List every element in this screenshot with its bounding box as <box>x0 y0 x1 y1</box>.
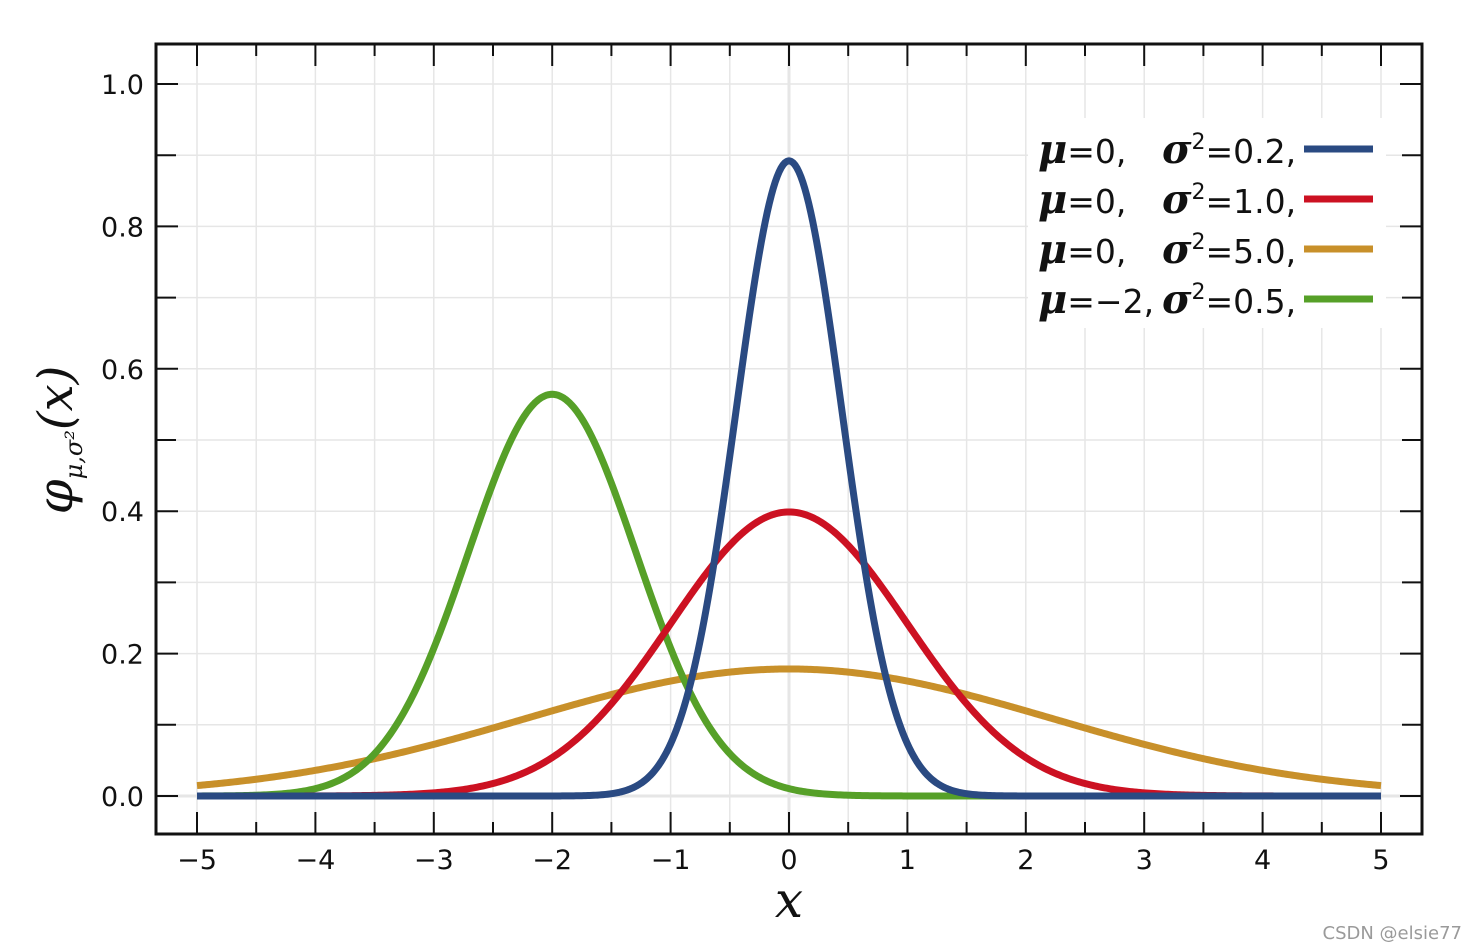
y-tick-labels: 0.0 0.2 0.4 0.6 0.8 1.0 <box>101 70 144 813</box>
x-tick-label: −2 <box>532 845 572 876</box>
legend-box <box>1028 118 1386 328</box>
series-lines <box>195 157 1383 800</box>
y-tick-label: 1.0 <box>101 70 144 101</box>
x-tick-label: 0 <box>780 845 797 876</box>
y-axis-label-phi: φ <box>26 479 84 514</box>
legend-entry-label: μ=0, σ2=0.2, <box>1038 126 1296 173</box>
x-tick-label: −4 <box>295 845 335 876</box>
y-axis-label-arg: (x) <box>28 366 84 431</box>
x-tick-label: −3 <box>414 845 454 876</box>
x-tick-label: 4 <box>1254 845 1271 876</box>
legend-entry-label: μ=0, σ2=5.0, <box>1038 226 1296 273</box>
x-tick-label: 3 <box>1136 845 1153 876</box>
legend-entry-label: μ=−2, σ2=0.5, <box>1038 276 1296 323</box>
tick-marks <box>156 44 1422 834</box>
y-axis-label: φμ,σ²(x) <box>26 366 88 515</box>
y-tick-label: 0.0 <box>101 782 144 813</box>
y-tick-label: 0.8 <box>101 212 144 243</box>
x-tick-label: 2 <box>1017 845 1034 876</box>
x-tick-label: −5 <box>177 845 217 876</box>
series-line-1 <box>195 157 1383 800</box>
legend-entry-label: μ=0, σ2=1.0, <box>1038 176 1296 223</box>
series-line-3 <box>195 665 1383 790</box>
x-tick-label: 5 <box>1372 845 1389 876</box>
x-tick-label: −1 <box>651 845 691 876</box>
x-axis-label: x <box>775 871 803 929</box>
y-axis-label-sub: μ,σ² <box>60 430 88 479</box>
legend: μ=0, σ2=0.2,μ=0, σ2=1.0,μ=0, σ2=5.0,μ=−2, σ2… <box>1028 118 1386 328</box>
y-tick-label: 0.6 <box>101 355 144 386</box>
x-tick-label: 1 <box>899 845 916 876</box>
y-tick-label: 0.4 <box>101 497 144 528</box>
x-tick-labels: −5 −4 −3 −2 −1 0 1 2 3 4 5 <box>177 845 1390 876</box>
watermark-text: CSDN @elsie77 <box>1322 923 1462 944</box>
y-tick-label: 0.2 <box>101 640 144 671</box>
